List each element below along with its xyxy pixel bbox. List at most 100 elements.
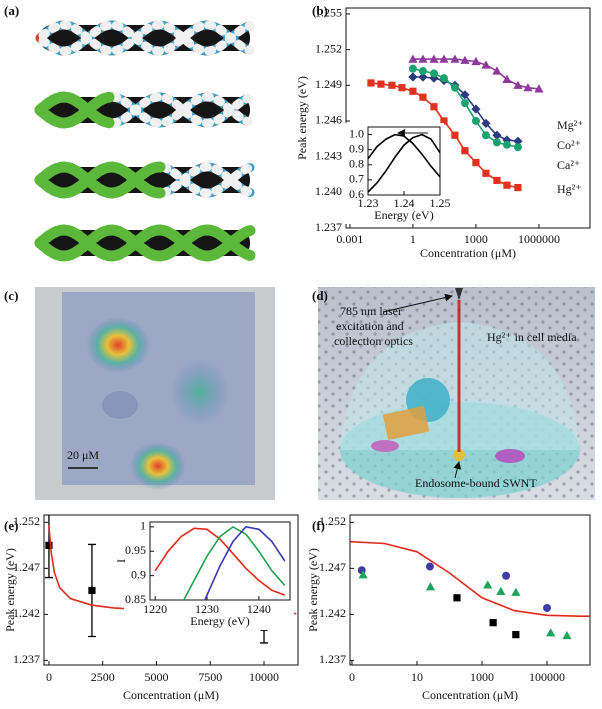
note: Endosome-bound SWNT (415, 476, 537, 490)
marker (418, 72, 428, 82)
arrow (453, 461, 462, 479)
y-tick-label: 1.243 (315, 148, 342, 162)
series-line (154, 527, 286, 596)
marker (409, 87, 417, 95)
x-tick-label: 1230 (195, 602, 219, 616)
marker (425, 582, 436, 591)
swnt (453, 449, 465, 461)
series-line (368, 133, 440, 193)
note: collection optics (334, 334, 413, 348)
marker (88, 586, 96, 595)
panel-c: 20 μM (c) (4, 287, 275, 500)
x-tick-label: 0.001 (336, 232, 363, 246)
y-tick-label: 1.237 (315, 220, 342, 234)
marker (512, 631, 520, 639)
dna-strand (35, 20, 255, 56)
marker (429, 69, 438, 78)
note: 785 nm laser (340, 304, 402, 318)
marker (523, 83, 533, 92)
dna-strand (155, 162, 255, 198)
x-tick-label: 100000 (529, 670, 565, 684)
x-tick-label: 7500 (198, 670, 222, 684)
x-axis-label: Concentration (μM) (422, 688, 518, 702)
x-axis-label: Energy (eV) (374, 208, 433, 222)
series-line (368, 133, 440, 178)
x-axis-label: Concentration (μM) (123, 688, 219, 702)
marker (489, 619, 497, 627)
x-tick-label: 5000 (144, 670, 168, 684)
plot-frame (349, 514, 591, 666)
marker (502, 571, 511, 580)
marker (408, 64, 417, 73)
note: Hg²⁺ in cell media (487, 330, 577, 344)
marker (514, 183, 522, 192)
marker (460, 99, 469, 108)
marker (502, 74, 512, 83)
optics (455, 288, 463, 300)
y-tick-label: 0.95 (125, 543, 146, 557)
x-tick-label: 1000000 (518, 232, 560, 246)
cell (102, 391, 138, 419)
chart: 1.23 1.24 1.25 0.60.70.8 0.91.0 Energy (eV) (342, 123, 451, 224)
y-tick-label: 1.247 (13, 560, 40, 574)
plot (368, 133, 440, 193)
y-tick-label: 0.8 (349, 157, 364, 171)
polymer-strand (34, 161, 166, 199)
marker (418, 67, 427, 76)
y-axis-label: Peak energy (eV) (3, 548, 17, 632)
x-axis-label: Energy (eV) (190, 614, 249, 628)
panel-label: (e) (4, 518, 18, 533)
plot (154, 525, 286, 600)
dna-strand (105, 92, 253, 128)
cell (170, 358, 230, 426)
marker (388, 81, 396, 89)
y-tick-label: 1.240 (315, 184, 342, 198)
plot-frame (149, 521, 291, 601)
marker (425, 562, 434, 571)
series-label: Mg²⁺ (557, 118, 584, 132)
x-tick-label: 1220 (143, 602, 167, 616)
organelle (382, 405, 430, 441)
y-tick-label: 1 (140, 519, 146, 533)
marker (543, 603, 552, 612)
y-tick-label: 1.242 (319, 606, 346, 620)
marker (430, 103, 438, 111)
y-tick-label: 1.237 (13, 652, 40, 666)
polymer-strand (34, 224, 256, 262)
marker (502, 140, 511, 149)
y-tick-label: 1.247 (319, 560, 346, 574)
marker (534, 84, 544, 93)
y-tick-label: 1.252 (13, 514, 40, 528)
y-tick-label: 1.246 (315, 113, 342, 127)
x-tick-label: 0 (46, 670, 52, 684)
y-tick-label: 1.252 (319, 514, 346, 528)
y-tick-label: 0.7 (349, 172, 364, 186)
marker (513, 80, 523, 89)
marker (440, 117, 448, 125)
x-tick-label: 1000 (470, 670, 494, 684)
x-tick-label: 1.24 (394, 196, 415, 210)
marker (451, 131, 459, 139)
y-tick-label: 1.0 (349, 126, 364, 140)
marker (461, 147, 469, 155)
marker (503, 181, 511, 189)
dna-strand (35, 20, 255, 56)
y-tick-label: 0.6 (349, 187, 364, 201)
inset-background (342, 123, 444, 224)
marker (398, 84, 406, 92)
marker (471, 116, 480, 125)
panel-a: (a) (4, 3, 256, 262)
chart: 1220 1230 1240 0.85 0.9 0.95 1 Energy (eV) I (114, 518, 294, 630)
series-line (203, 526, 286, 600)
organelle (371, 440, 399, 452)
y-tick-label: 0.9 (131, 567, 146, 581)
marker (492, 138, 501, 147)
x-tick-label: 2500 (91, 670, 115, 684)
marker (450, 83, 459, 92)
marker (471, 56, 481, 66)
y-tick-label: 0.85 (125, 592, 146, 606)
marker (481, 131, 490, 140)
marker (492, 130, 502, 140)
x-tick-label: 1240 (247, 602, 271, 616)
cell (86, 317, 150, 373)
